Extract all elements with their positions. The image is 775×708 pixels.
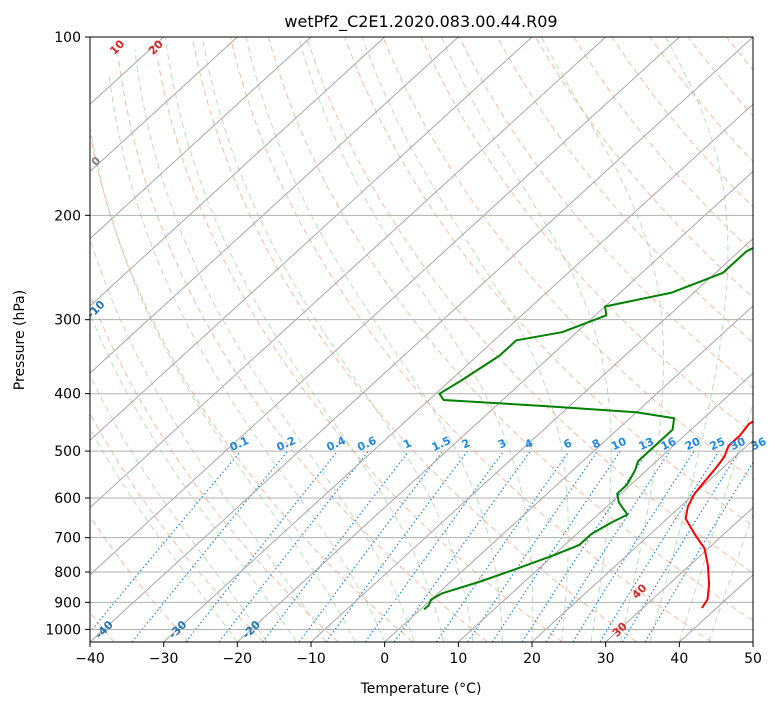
dry-adiabat-line: [191, 37, 638, 642]
isotherm-line: [90, 37, 459, 374]
mixing-ratio-line: [521, 450, 649, 642]
isotherm-line: [90, 37, 238, 173]
moist-adiabat-line: [441, 37, 612, 642]
isotherm-line: [90, 37, 607, 509]
mixing-ratio-line: [185, 450, 339, 642]
mixing-ratio-label: 30: [728, 435, 748, 453]
mixing-ratio-line: [131, 450, 289, 642]
y-axis-title: Pressure (hPa): [12, 290, 28, 390]
moist-adiabat-line: [361, 37, 569, 642]
dry-adiabat-line: [382, 37, 753, 481]
moist-adiabat-line: [201, 37, 474, 642]
isotherm-line: [457, 372, 753, 642]
moist-adiabat-line: [678, 401, 753, 642]
y-tick-label: 200: [54, 208, 81, 224]
dry-adiabat-line: [90, 131, 414, 642]
mixing-ratio-line: [621, 450, 740, 642]
mixing-ratio-line: [364, 450, 505, 642]
x-tick-label: −20: [223, 651, 253, 667]
moist-adiabat-line: [90, 427, 238, 642]
profile-lines: [423, 247, 753, 611]
y-tick-label: 400: [54, 387, 81, 403]
isotherm-line: [384, 305, 753, 642]
isotherm-line: [90, 37, 753, 642]
mixing-ratio-lines: [90, 450, 753, 642]
isotherm-line: [531, 439, 753, 642]
dry-adiabat-line: [496, 37, 753, 344]
x-axis-title: Temperature (°C): [360, 681, 482, 697]
isotherm-line: [163, 103, 753, 642]
isotherm-line: [90, 37, 533, 442]
mixing-ratio-line: [298, 450, 444, 642]
dewpoint-line: [423, 247, 753, 611]
x-tick-label: 0: [380, 651, 389, 667]
mixing-ratio-label: 36: [749, 435, 769, 453]
mixing-ratio-line: [467, 450, 599, 642]
dry-adiabat-line: [90, 412, 264, 642]
mixing-ratio-line: [262, 450, 410, 642]
isopleth-labels: 0.1 0.2 0.4 0.6 1 1.5 2 3 4 6 8 10 13 16 20 25 30 36-40 -3…: [84, 37, 768, 641]
moist-adiabat-line: [540, 37, 664, 642]
y-tick-label: 700: [54, 531, 81, 547]
mixing-ratio-line: [90, 450, 242, 633]
isotherm-line: [90, 37, 386, 307]
x-tick-label: −10: [296, 651, 326, 667]
mixing-ratio-label: 16: [659, 435, 679, 453]
y-tick-label: 800: [54, 565, 81, 581]
x-tick-label: 10: [449, 651, 467, 667]
dry-adiabats: [90, 37, 775, 642]
mixing-ratio-label: 10: [609, 435, 629, 453]
x-tick-label: −30: [149, 651, 179, 667]
mixing-ratio-label: 20: [683, 435, 703, 453]
pressure-grid: [90, 37, 753, 630]
isotherm-line: [90, 37, 680, 576]
isotherm-line: [605, 506, 753, 642]
mixing-ratio-line: [491, 450, 621, 642]
y-tick-label: 600: [54, 491, 81, 507]
x-axis: −40 −30 −20 −10 0 10 20 30 40 50: [75, 642, 762, 667]
temperature-line: [684, 420, 753, 609]
moist-adiabat-line: [649, 37, 729, 642]
dry-adiabat-line: [115, 37, 488, 642]
mixing-ratio-label: 25: [708, 435, 727, 453]
x-tick-label: 40: [670, 651, 688, 667]
moist-adiabat-line: [297, 37, 534, 642]
moist-adiabat-line: [108, 72, 386, 642]
y-tick-label: 100: [54, 30, 81, 46]
y-tick-label: 500: [54, 444, 81, 460]
dry-adiabat-line: [765, 37, 775, 642]
moist-adiabat-line: [245, 37, 503, 642]
isotherm-line: [236, 170, 753, 642]
mixing-ratio-line: [572, 450, 695, 642]
y-tick-label: 300: [54, 313, 81, 329]
moist-adiabat-line: [90, 123, 356, 642]
x-tick-label: 50: [744, 651, 762, 667]
moist-adiabat-line: [90, 236, 327, 642]
isotherm-line: [310, 237, 753, 642]
isotherm-line: [752, 641, 753, 642]
dry-adiabat-line: [535, 37, 753, 298]
dry-adiabat-line: [90, 515, 190, 642]
isotherm-grid: [90, 37, 753, 642]
dry-adiabat-line: [153, 37, 563, 642]
y-axis: 100 200 300 400 500 600 700 800 900 1000: [45, 30, 90, 638]
mixing-ratio-line: [325, 450, 468, 642]
mixing-ratio-label: 13: [637, 435, 656, 453]
x-tick-label: −40: [75, 651, 105, 667]
mixing-ratio-line: [435, 450, 570, 642]
y-tick-label: 1000: [45, 622, 81, 638]
isotherm-line: [90, 37, 312, 240]
x-tick-label: 30: [597, 651, 615, 667]
plot-frame: [89, 36, 754, 643]
x-tick-label: 20: [523, 651, 541, 667]
dry-adiabat-line: [306, 37, 753, 574]
dry-adiabat-line: [268, 37, 753, 622]
chart-title: wetPf2_C2E1.2020.083.00.44.R09: [284, 12, 557, 32]
moist-adiabat-line: [134, 49, 415, 642]
mixing-ratio-line: [545, 450, 671, 642]
y-tick-label: 900: [54, 595, 81, 611]
